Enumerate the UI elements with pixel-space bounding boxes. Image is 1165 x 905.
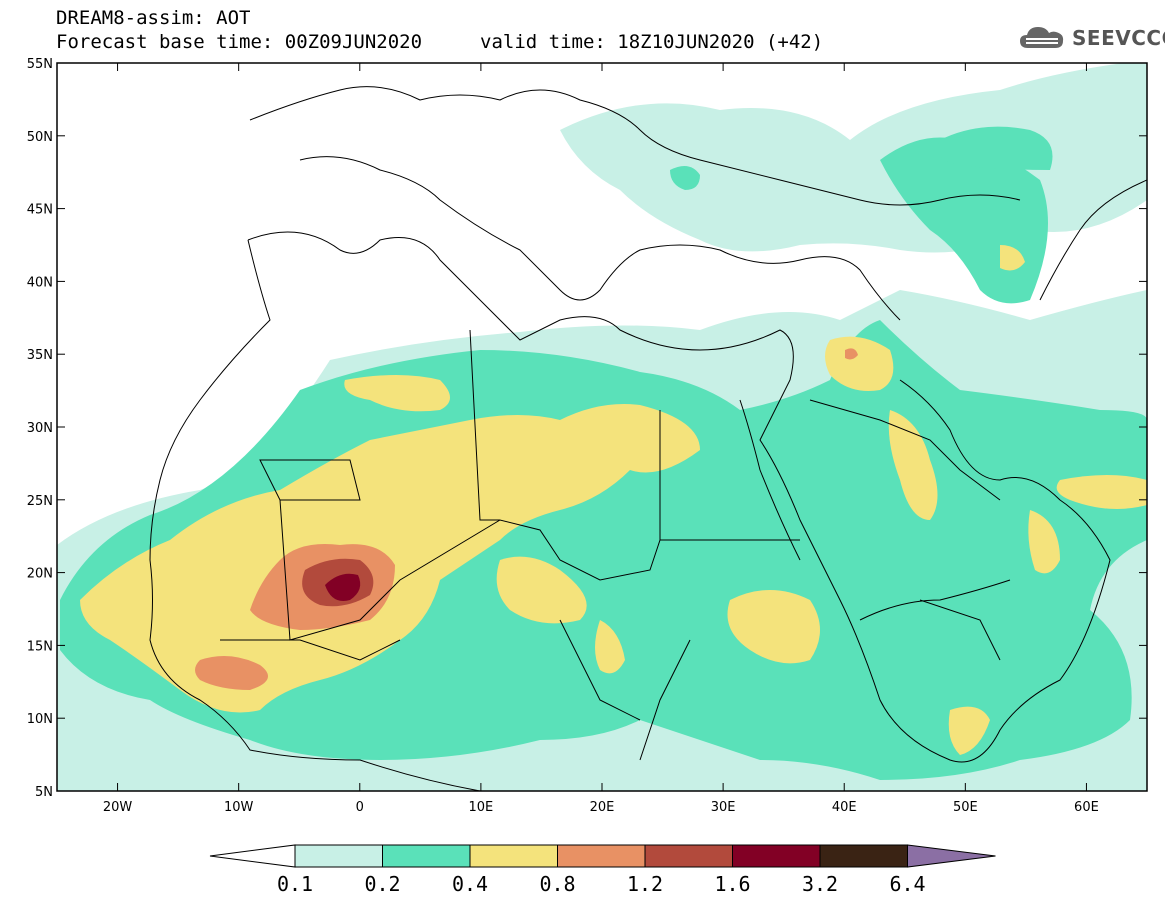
colorbar-label: 6.4 [889, 872, 925, 896]
colorbar-segment [469, 844, 558, 868]
lat-tick-label: 5N [35, 785, 53, 800]
colorbar-segment [557, 844, 646, 868]
lat-tick-label: 50N [27, 130, 53, 145]
colorbar-label: 3.2 [802, 872, 838, 896]
lon-tick-label: 10W [224, 800, 254, 815]
valid-time: valid time: 18Z10JUN2020 (+42) [480, 31, 824, 53]
aot-colorbar: 0.1 0.2 0.4 0.8 1.2 1.6 3.2 6.4 [209, 844, 996, 896]
colorbar-segment [644, 844, 733, 868]
lat-tick-label: 45N [27, 203, 53, 218]
colorbar-segment [819, 844, 908, 868]
lon-tick-label: 60E [1074, 800, 1099, 815]
latitude-axis: 5N 10N 15N 20N 25N 30N 35N 40N 45N 50N 55N [27, 57, 1147, 800]
lat-tick-label: 10N [27, 712, 53, 727]
colorbar-segment [732, 844, 821, 868]
forecast-base-time: Forecast base time: 00Z09JUN2020 [56, 31, 423, 53]
lon-tick-label: 20E [590, 800, 615, 815]
lat-tick-label: 25N [27, 494, 53, 509]
lon-tick-label: 10E [469, 800, 494, 815]
colorbar-label: 1.2 [627, 872, 663, 896]
colorbar-arrow-low [209, 844, 296, 868]
lat-tick-label: 15N [27, 639, 53, 654]
aot-band-1.6 [325, 573, 361, 601]
lat-tick-label: 35N [27, 348, 53, 363]
colorbar-label: 1.6 [714, 872, 750, 896]
colorbar-label: 0.1 [277, 872, 313, 896]
lon-tick-label: 30E [711, 800, 736, 815]
colorbar-label: 0.4 [452, 872, 488, 896]
lat-tick-label: 55N [27, 57, 53, 72]
longitude-axis: 20W 10W 0 10E 20E 30E 40E 50E 60E [103, 63, 1099, 815]
lon-tick-label: 0 [356, 800, 364, 815]
map-title: DREAM8-assim: AOT [56, 7, 251, 29]
lon-tick-label: 20W [103, 800, 133, 815]
colorbar-label: 0.8 [539, 872, 575, 896]
lat-tick-label: 40N [27, 275, 53, 290]
cloud-icon [1020, 27, 1064, 48]
colorbar-arrow-high [907, 844, 996, 868]
seevccc-logo: SEEVCCC [1018, 22, 1165, 54]
map-boundaries [149, 86, 1147, 791]
lon-tick-label: 50E [953, 800, 978, 815]
colorbar-segment [294, 844, 383, 868]
aot-fields [57, 63, 1147, 791]
colorbar-label: 0.2 [364, 872, 400, 896]
colorbar-segment [382, 844, 471, 868]
lat-tick-label: 30N [27, 421, 53, 436]
lat-tick-label: 20N [27, 567, 53, 582]
logo-text: SEEVCCC [1072, 26, 1165, 50]
lon-tick-label: 40E [832, 800, 857, 815]
